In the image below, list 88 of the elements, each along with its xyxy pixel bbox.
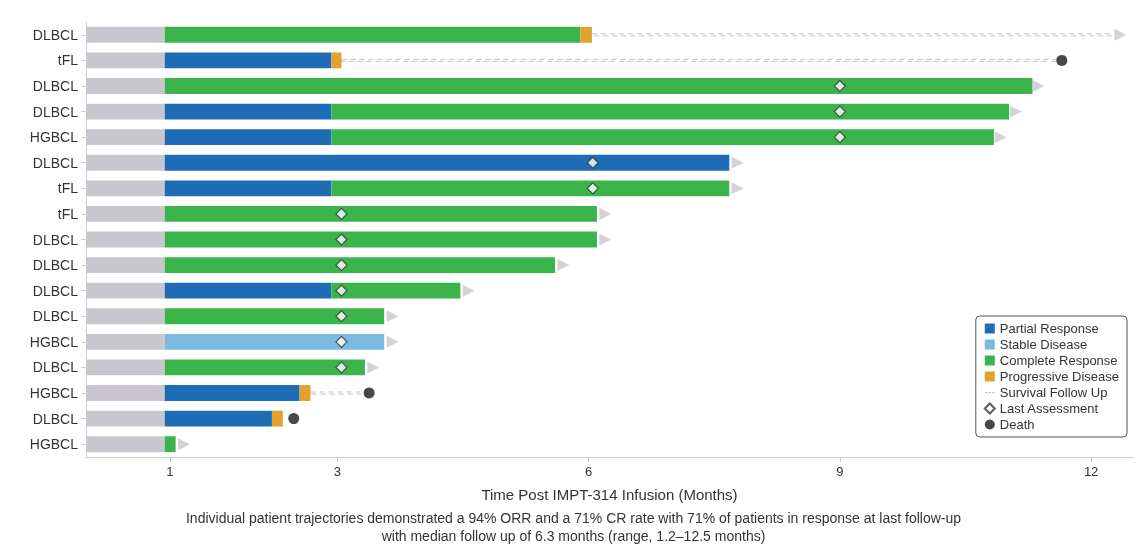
bar bbox=[164, 26, 581, 43]
bar bbox=[164, 129, 332, 146]
bar bbox=[164, 78, 1033, 94]
point bbox=[335, 233, 348, 246]
bar bbox=[331, 180, 730, 197]
y-tick-label: tFL bbox=[57, 180, 79, 197]
x-tick-label: 6 bbox=[584, 464, 593, 479]
bar bbox=[164, 436, 176, 453]
bar bbox=[331, 282, 461, 299]
bar bbox=[164, 308, 385, 325]
y-tick-label: HGBCL bbox=[29, 385, 79, 402]
point bbox=[335, 258, 348, 272]
bar bbox=[331, 103, 1010, 120]
point bbox=[1056, 54, 1068, 66]
point bbox=[1032, 79, 1045, 92]
legend-label: Survival Follow Up bbox=[999, 385, 1108, 400]
point bbox=[557, 259, 570, 272]
point bbox=[367, 361, 380, 374]
point bbox=[994, 131, 1007, 144]
point bbox=[1009, 105, 1022, 118]
bar bbox=[331, 129, 994, 146]
y-tick-label: DLBCL bbox=[32, 282, 79, 299]
y-tick-label: HGBCL bbox=[29, 129, 79, 146]
point bbox=[335, 284, 348, 297]
bar bbox=[299, 385, 311, 401]
point bbox=[731, 156, 744, 169]
bar bbox=[164, 282, 332, 299]
y-tick-label: DLBCL bbox=[32, 308, 79, 325]
bar bbox=[164, 257, 556, 274]
point bbox=[335, 335, 348, 348]
bar bbox=[340, 58, 1059, 62]
bar bbox=[271, 410, 283, 427]
y-tick-label: DLBCL bbox=[32, 26, 79, 43]
bar bbox=[164, 359, 365, 376]
y-tick-label: tFL bbox=[57, 52, 79, 69]
legend-label: Death bbox=[999, 417, 1035, 432]
point bbox=[833, 105, 846, 118]
y-tick-label: tFL bbox=[57, 205, 79, 222]
legend-label: Last Assessment bbox=[999, 401, 1099, 416]
y-tick-label: DLBCL bbox=[32, 257, 79, 274]
point bbox=[731, 182, 744, 195]
point bbox=[386, 310, 399, 323]
y-tick-label: DLBCL bbox=[32, 231, 79, 248]
x-tick-label: 9 bbox=[836, 464, 844, 479]
bar bbox=[164, 154, 730, 171]
bar bbox=[164, 52, 332, 69]
point bbox=[386, 335, 399, 348]
bar bbox=[164, 385, 300, 401]
bar bbox=[164, 205, 597, 222]
y-tick-label: HGBCL bbox=[29, 436, 79, 453]
point bbox=[363, 387, 375, 399]
point bbox=[599, 233, 612, 246]
bar bbox=[591, 33, 1113, 37]
bar bbox=[164, 103, 332, 120]
point bbox=[599, 207, 612, 220]
point bbox=[462, 284, 475, 297]
point bbox=[178, 438, 190, 451]
y-tick-label: DLBCL bbox=[32, 410, 79, 427]
bar bbox=[164, 410, 272, 427]
x-tick-label: 3 bbox=[333, 464, 341, 479]
bar bbox=[164, 231, 597, 248]
y-tick-label: DLBCL bbox=[32, 103, 79, 120]
x-tick-label: 1 bbox=[166, 464, 174, 479]
bar bbox=[164, 180, 332, 197]
text: Individual patient trajectories demonstrated a 94% ORR and a 71% CR rate with 71% of patients in response at last follow-up bbox=[185, 510, 962, 526]
y-tick-label: DLBCL bbox=[32, 77, 79, 94]
legend-label: Partial Response bbox=[999, 321, 1099, 336]
x-tick-label: 12 bbox=[1083, 464, 1099, 479]
point bbox=[1114, 28, 1127, 41]
point bbox=[586, 156, 599, 169]
y-tick-label: HGBCL bbox=[29, 333, 79, 350]
point bbox=[335, 207, 348, 221]
bar bbox=[331, 52, 342, 69]
x-axis-title: Time Post IMPT-314 Infusion (Months) bbox=[481, 486, 738, 503]
text: with median follow up of 6.3 months (range, 1.2–12.5 months) bbox=[380, 528, 766, 544]
bar bbox=[580, 26, 592, 43]
legend-label: Progressive Disease bbox=[999, 369, 1119, 384]
point bbox=[288, 413, 300, 425]
bar bbox=[164, 333, 385, 350]
legend-label: Complete Response bbox=[999, 353, 1118, 368]
y-tick-label: DLBCL bbox=[32, 154, 79, 171]
y-tick-label: DLBCL bbox=[32, 359, 79, 376]
point bbox=[335, 361, 348, 374]
point bbox=[833, 79, 846, 93]
legend-label: Stable Disease bbox=[999, 337, 1088, 352]
point bbox=[833, 131, 846, 144]
point bbox=[335, 310, 348, 323]
point bbox=[586, 182, 599, 195]
